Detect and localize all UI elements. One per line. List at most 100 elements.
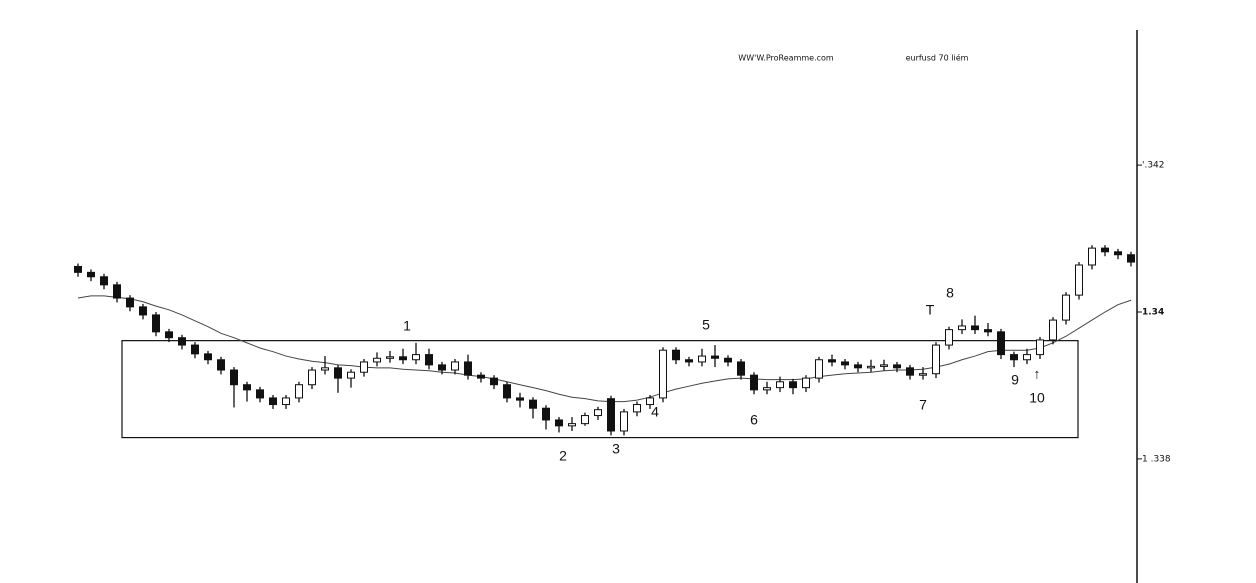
annotation: 5	[702, 317, 710, 333]
candle-body	[295, 384, 303, 399]
candle-body	[334, 367, 342, 379]
candle-body	[945, 329, 953, 346]
range-box	[121, 340, 1079, 439]
candle-body	[113, 284, 121, 299]
candle-body	[893, 364, 901, 369]
annotation: 9	[1011, 372, 1019, 388]
candle-body	[815, 359, 823, 379]
annotation: 4	[651, 404, 659, 420]
annotation: 3	[612, 441, 620, 457]
candle-body	[581, 415, 589, 425]
candle-body	[594, 409, 602, 417]
candle-body	[1075, 264, 1083, 296]
candle-body	[984, 329, 992, 333]
candle-body	[269, 397, 277, 406]
candle-body	[854, 364, 862, 369]
annotation: 2	[559, 448, 567, 464]
candle-body	[477, 374, 485, 379]
candle-body	[672, 349, 680, 361]
annotation: 7	[919, 397, 927, 413]
header-text: eurfusd 70 liém	[906, 53, 969, 63]
candle-body	[607, 398, 615, 432]
candle-body	[802, 377, 810, 389]
candle-body	[217, 359, 225, 371]
candle-body	[555, 419, 563, 427]
candle-body	[841, 361, 849, 366]
candle-body	[204, 353, 212, 361]
candle-body	[230, 369, 238, 386]
candle-body	[737, 361, 745, 376]
candle-body	[1088, 247, 1096, 266]
candle-body	[438, 364, 446, 371]
candle-body	[1036, 339, 1044, 356]
candle-body	[932, 344, 940, 375]
candle-body	[139, 306, 147, 316]
y-tick-label: '.342	[1142, 161, 1165, 171]
candle-body	[711, 355, 719, 359]
candle-body	[503, 384, 511, 399]
candle-body	[165, 331, 173, 339]
candle-body	[763, 387, 771, 391]
y-tick-label: 1.34	[1142, 308, 1164, 318]
candle-body	[1127, 254, 1135, 263]
candle-body	[282, 397, 290, 406]
candle-body	[659, 349, 667, 399]
annotation: 8	[946, 285, 954, 301]
candle-body	[451, 361, 459, 371]
candle-body	[178, 337, 186, 346]
candle-body	[1010, 354, 1018, 361]
candle-body	[152, 314, 160, 333]
candle-body	[646, 397, 654, 406]
candle-body	[997, 331, 1005, 356]
candle-body	[191, 344, 199, 355]
candle-body	[321, 367, 329, 371]
candle-body	[776, 381, 784, 389]
candle-body	[308, 369, 316, 386]
candle-body	[529, 399, 537, 409]
candle-body	[880, 364, 888, 367]
candle-body	[828, 359, 836, 363]
candle-body	[243, 384, 251, 391]
candle-body	[789, 381, 797, 389]
annotation: T	[926, 302, 935, 318]
candle-body	[399, 356, 407, 361]
candle-body	[1062, 294, 1070, 321]
candle-body	[464, 361, 472, 376]
candle-body	[919, 373, 927, 376]
candle-body	[412, 354, 420, 361]
candle-body	[1101, 247, 1109, 253]
candle-body	[126, 297, 134, 308]
annotation: ↑	[1034, 366, 1041, 382]
candle-body	[685, 359, 693, 363]
candle-body	[87, 271, 95, 278]
candle-body	[347, 371, 355, 379]
header-text: WW'W.ProReamme.com	[738, 54, 834, 63]
candle-body	[620, 411, 628, 432]
candle-body	[542, 407, 550, 421]
annotation: 10	[1029, 390, 1045, 406]
candle-body	[971, 325, 979, 331]
candle-body	[516, 397, 524, 401]
y-tick-label: 1 .338	[1142, 454, 1171, 464]
candle-body	[633, 404, 641, 413]
candle-body	[724, 357, 732, 363]
candle-body	[386, 356, 394, 359]
candle-body	[360, 361, 368, 373]
candle-body	[74, 265, 82, 273]
annotation: 1	[403, 318, 411, 334]
moving-average	[77, 295, 1132, 403]
candle-body	[958, 325, 966, 331]
candle-body	[425, 354, 433, 366]
candle-body	[490, 377, 498, 386]
candle-body	[1049, 319, 1057, 341]
candle-body	[256, 389, 264, 399]
candle-body	[373, 357, 381, 363]
candle-body	[568, 423, 576, 427]
annotation: 6	[750, 412, 758, 428]
candle-body	[100, 276, 108, 286]
candle-body	[1023, 354, 1031, 361]
candle-body	[698, 355, 706, 363]
candle-body	[750, 374, 758, 391]
candle-body	[906, 367, 914, 376]
